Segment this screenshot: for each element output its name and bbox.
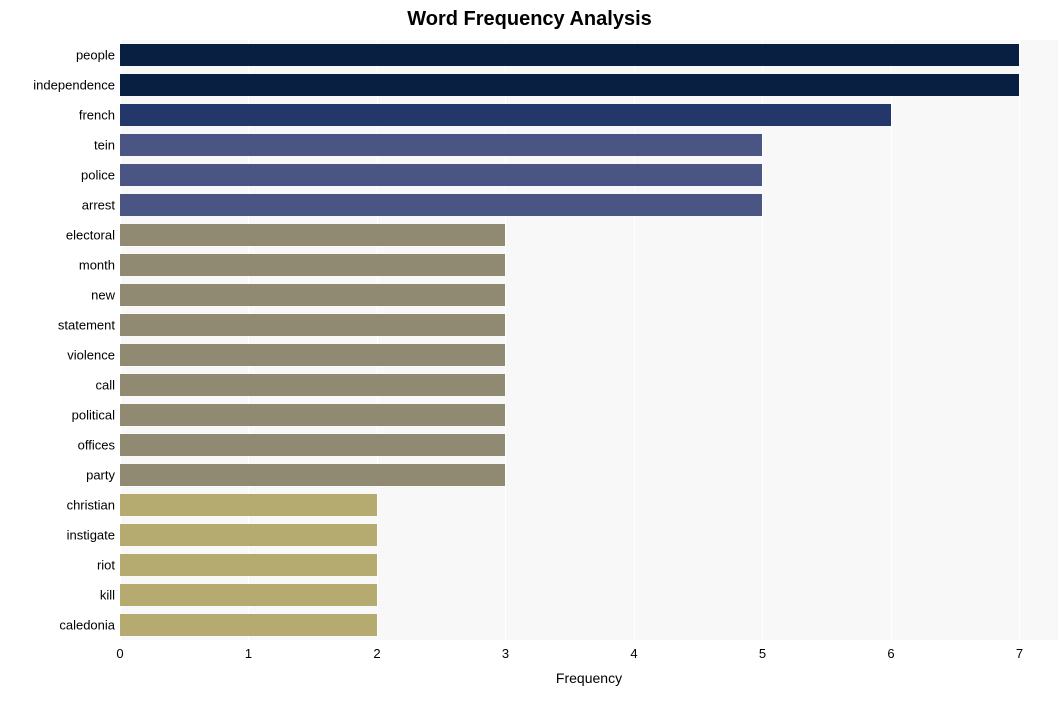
y-tick-label: month	[79, 258, 115, 273]
y-tick-label: party	[86, 468, 115, 483]
x-tick-label: 3	[502, 646, 509, 661]
gridline	[891, 40, 892, 640]
y-tick-label: tein	[94, 138, 115, 153]
chart-container: Word Frequency Analysis Frequency 0 1 2 3 4 5…	[0, 0, 1059, 701]
bar	[120, 284, 505, 306]
y-tick-label: call	[95, 378, 115, 393]
y-tick-label: new	[91, 288, 115, 303]
bar	[120, 44, 1019, 66]
y-tick-label: political	[72, 408, 115, 423]
gridline	[248, 40, 249, 640]
gridline	[120, 40, 121, 640]
y-tick-label: people	[76, 48, 115, 63]
bar	[120, 404, 505, 426]
bar	[120, 374, 505, 396]
bar	[120, 194, 762, 216]
gridline	[377, 40, 378, 640]
gridline	[634, 40, 635, 640]
y-tick-label: riot	[97, 558, 115, 573]
x-tick-label: 6	[887, 646, 894, 661]
x-tick-label: 4	[630, 646, 637, 661]
x-axis-label: Frequency	[120, 670, 1058, 686]
y-tick-label: police	[81, 168, 115, 183]
gridline	[762, 40, 763, 640]
bar	[120, 74, 1019, 96]
bar	[120, 104, 891, 126]
y-tick-label: electoral	[66, 228, 115, 243]
y-tick-label: christian	[67, 498, 115, 513]
bar	[120, 524, 377, 546]
bar	[120, 614, 377, 636]
bar	[120, 344, 505, 366]
y-tick-label: kill	[100, 588, 115, 603]
y-tick-label: independence	[33, 78, 115, 93]
bar	[120, 254, 505, 276]
bar	[120, 164, 762, 186]
x-tick-label: 1	[245, 646, 252, 661]
bar	[120, 224, 505, 246]
x-tick-label: 5	[759, 646, 766, 661]
x-tick-label: 2	[373, 646, 380, 661]
bar	[120, 314, 505, 336]
y-tick-label: instigate	[67, 528, 115, 543]
y-tick-label: arrest	[82, 198, 115, 213]
y-tick-label: caledonia	[59, 618, 115, 633]
bar	[120, 494, 377, 516]
y-tick-label: offices	[78, 438, 115, 453]
bar	[120, 134, 762, 156]
bar	[120, 584, 377, 606]
bar	[120, 434, 505, 456]
gridline	[505, 40, 506, 640]
bar	[120, 554, 377, 576]
gridline	[1019, 40, 1020, 640]
x-tick-label: 7	[1016, 646, 1023, 661]
plot-area	[120, 40, 1058, 640]
y-tick-label: statement	[58, 318, 115, 333]
y-tick-label: french	[79, 108, 115, 123]
y-tick-label: violence	[67, 348, 115, 363]
chart-title: Word Frequency Analysis	[0, 8, 1059, 31]
bar	[120, 464, 505, 486]
x-tick-label: 0	[116, 646, 123, 661]
